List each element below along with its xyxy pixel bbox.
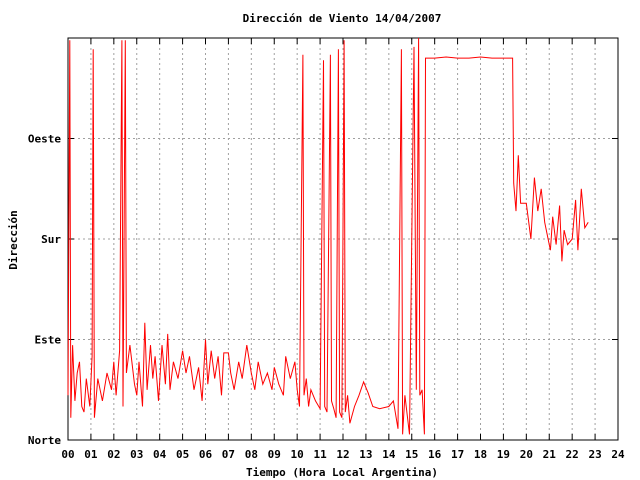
x-tick-label: 21: [543, 448, 557, 461]
x-tick-label: 02: [107, 448, 120, 461]
x-tick-label: 07: [222, 448, 235, 461]
x-tick-label: 10: [291, 448, 304, 461]
x-tick-label: 16: [428, 448, 442, 461]
y-tick-label: Sur: [41, 233, 61, 246]
x-tick-label: 09: [268, 448, 281, 461]
y-tick-label: Este: [35, 334, 62, 347]
axis-ticks: [67, 38, 619, 441]
x-tick-label: 15: [405, 448, 418, 461]
x-tick-label: 05: [176, 448, 189, 461]
x-tick-label: 18: [474, 448, 487, 461]
x-tick-label: 04: [153, 448, 167, 461]
x-tick-label: 06: [199, 448, 213, 461]
x-tick-label: 03: [130, 448, 143, 461]
y-tick-label: Oeste: [28, 133, 61, 146]
x-tick-label: 08: [245, 448, 258, 461]
x-tick-label: 19: [497, 448, 510, 461]
x-tick-label: 23: [588, 448, 601, 461]
y-axis-tick-labels: Norte Este Sur Oeste: [28, 133, 61, 448]
x-tick-label: 14: [382, 448, 396, 461]
grid-lines: [68, 38, 618, 440]
x-tick-label: 20: [520, 448, 533, 461]
y-axis-label: Dirección: [7, 210, 20, 270]
x-tick-label: 17: [451, 448, 464, 461]
x-axis-label: Tiempo (Hora Local Argentina): [246, 466, 438, 479]
y-tick-label: Norte: [28, 434, 61, 447]
x-axis-tick-labels: 00 01 02 03 04 05 06 07 08 09 10 11 12 13 14 15 16 17 18 19…: [61, 448, 625, 461]
x-tick-label: 01: [84, 448, 98, 461]
x-tick-label: 00: [61, 448, 74, 461]
wind-direction-series-line: [67, 37, 589, 435]
x-tick-label: 11: [313, 448, 327, 461]
x-tick-label: 24: [611, 448, 625, 461]
x-tick-label: 13: [359, 448, 372, 461]
chart-title: Dirección de Viento 14/04/2007: [243, 12, 442, 25]
x-tick-label: 22: [566, 448, 579, 461]
x-tick-label: 12: [336, 448, 349, 461]
